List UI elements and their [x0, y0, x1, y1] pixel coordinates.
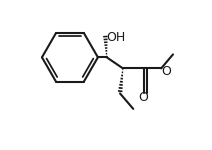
- Text: O: O: [162, 64, 172, 78]
- Text: O: O: [139, 91, 148, 104]
- Text: OH: OH: [106, 31, 126, 44]
